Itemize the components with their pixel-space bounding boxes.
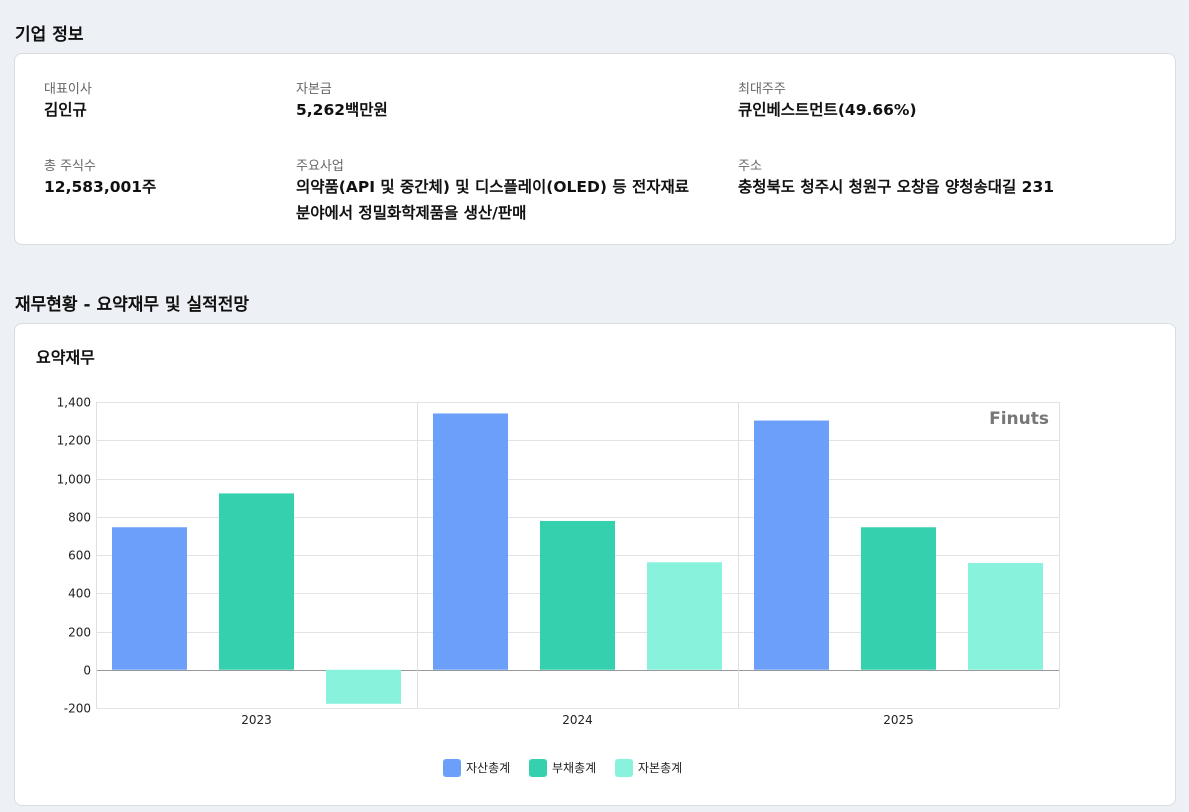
legend-label: 자산총계	[466, 761, 510, 775]
y-tick-label: -200	[64, 702, 91, 716]
ceo-label: 대표이사	[44, 82, 92, 97]
x-tick-label: 2024	[562, 713, 593, 727]
y-tick-label: 600	[68, 549, 91, 563]
finance-section-title: 재무현황 - 요약재무 및 실적전망	[15, 295, 250, 315]
x-tick-label: 2025	[883, 713, 914, 727]
legend-label: 자본총계	[638, 761, 682, 775]
main-business-value-line2: 분야에서 정밀화학제품을 생산/판매	[296, 204, 527, 222]
chart-legend: 자산총계 부채총계 자본총계	[443, 759, 682, 777]
total-shares-value: 12,583,001주	[44, 178, 157, 196]
bar-2024-자산총계	[433, 413, 508, 670]
bar-2023-부채총계	[219, 493, 294, 670]
bar-2023-자본총계	[326, 669, 401, 704]
total-shares-label: 총 주식수	[44, 159, 96, 174]
summary-finance-title: 요약재무	[36, 348, 95, 367]
finuts-watermark: Finuts	[989, 409, 1049, 429]
chart-bars	[112, 413, 1043, 704]
bar-2024-자본총계	[647, 562, 722, 670]
chart-axes: 1,400 1,200 1,000 800 600 400 200 0 -200 2023 2024…	[57, 396, 914, 728]
legend-swatch	[529, 759, 547, 777]
bar-2024-부채총계	[540, 520, 615, 670]
major-shareholder-label: 최대주주	[738, 82, 786, 97]
capital-label: 자본금	[296, 82, 332, 97]
main-business-label: 주요사업	[296, 159, 344, 174]
legend-swatch	[443, 759, 461, 777]
y-tick-label: 0	[83, 664, 91, 678]
ceo-value: 김인규	[44, 101, 87, 119]
legend-label: 부채총계	[552, 761, 596, 775]
bar-2023-자산총계	[112, 527, 187, 670]
company-info-title: 기업 정보	[15, 25, 84, 45]
capital-value: 5,262백만원	[296, 101, 388, 119]
bar-2025-자본총계	[968, 563, 1043, 670]
y-tick-label: 400	[68, 587, 91, 601]
x-tick-label: 2023	[241, 713, 272, 727]
y-tick-label: 800	[68, 511, 91, 525]
y-tick-label: 200	[68, 626, 91, 640]
main-business-value-line1: 의약품(API 및 중간체) 및 디스플레이(OLED) 등 전자재료	[296, 178, 690, 196]
y-tick-label: 1,200	[57, 434, 91, 448]
bar-2025-자산총계	[754, 420, 829, 670]
y-tick-label: 1,000	[57, 473, 91, 487]
address-label: 주소	[738, 159, 762, 174]
legend-swatch	[615, 759, 633, 777]
major-shareholder-value: 큐인베스트먼트(49.66%)	[738, 101, 917, 119]
bar-2025-부채총계	[861, 527, 936, 670]
address-value: 충청북도 청주시 청원구 오창읍 양청송대길 231	[738, 178, 1055, 196]
y-tick-label: 1,400	[57, 396, 91, 410]
company-info-card: 대표이사 김인규 자본금 5,262백만원 최대주주 큐인베스트먼트(49.66…	[14, 53, 1176, 245]
